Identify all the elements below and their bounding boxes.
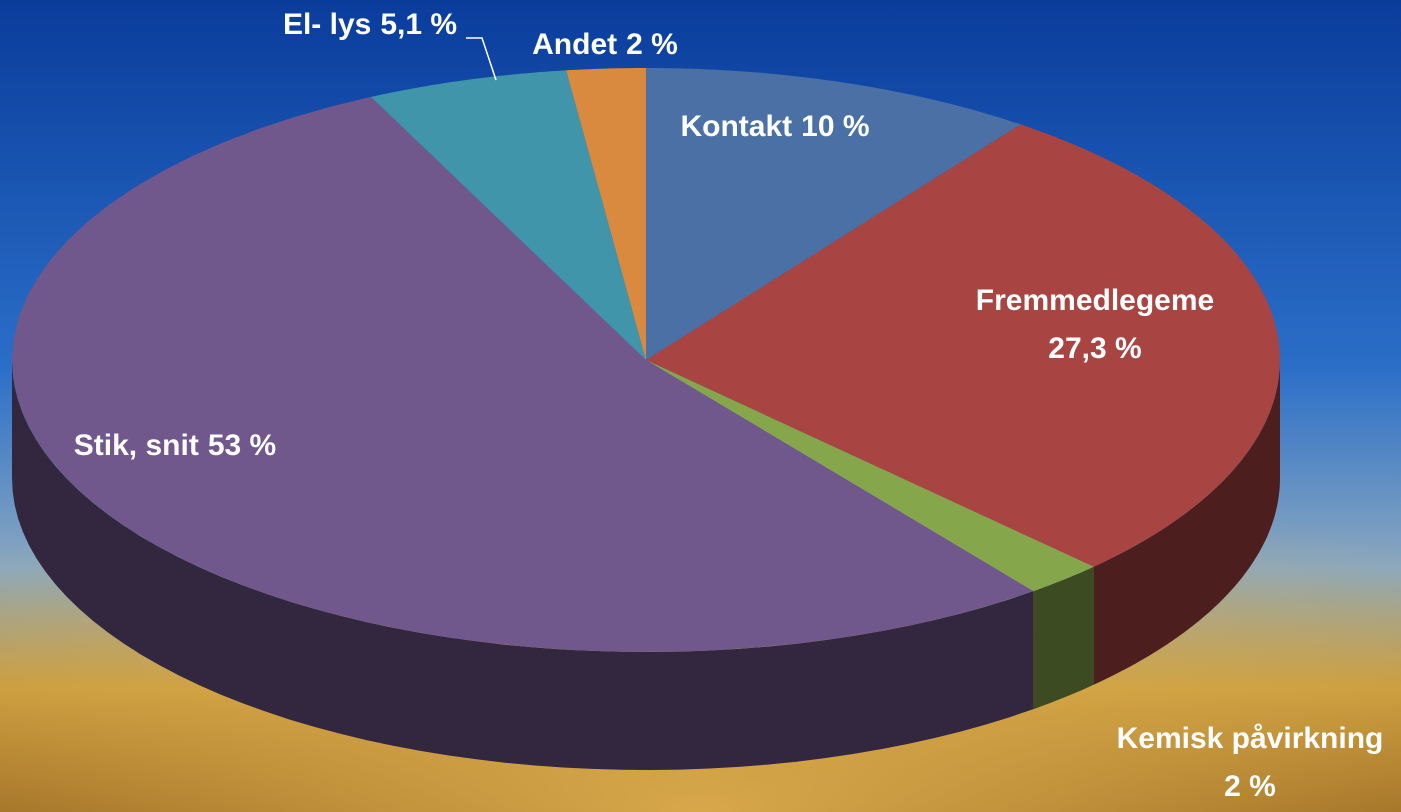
category-label: El- lys <box>283 8 371 41</box>
value-label: 2 % <box>1224 770 1276 803</box>
category-label: Andet <box>532 28 617 61</box>
data-label: Andet 2 % <box>532 28 678 61</box>
category-label: Stik, snit <box>74 429 199 462</box>
value-label: 27,3 % <box>1048 332 1141 365</box>
data-label: Stik, snit 53 % <box>74 429 276 462</box>
chart: Kontakt 10 % Fremmedlegeme 27,3 % Kemisk påv… <box>0 0 1401 812</box>
data-label: Kontakt 10 % <box>680 110 869 143</box>
value-label: 53 % <box>208 429 276 462</box>
category-label: Kontakt <box>680 110 792 143</box>
slice-side <box>1033 567 1093 709</box>
data-label: El- lys 5,1 % <box>283 8 457 41</box>
category-label: Kemisk påvirkning <box>1117 722 1384 755</box>
category-label: Fremmedlegeme <box>976 284 1214 317</box>
value-label: 2 % <box>626 28 678 61</box>
value-label: 5,1 % <box>380 8 457 41</box>
value-label: 10 % <box>801 110 869 143</box>
